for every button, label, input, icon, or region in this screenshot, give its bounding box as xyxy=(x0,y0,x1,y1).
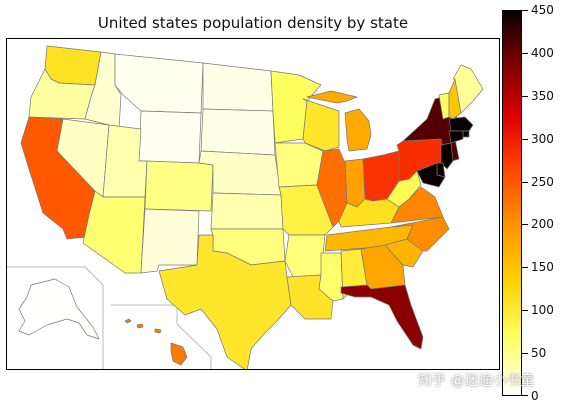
state-florida xyxy=(340,284,424,350)
state-arkansas xyxy=(284,234,326,278)
hawaii-inset-line xyxy=(111,304,212,369)
state-new-jersey xyxy=(440,142,454,170)
colorbar-tick-label: 150 xyxy=(531,260,554,274)
colorbar-tick xyxy=(522,182,528,183)
colorbar-tick-label: 100 xyxy=(531,303,554,317)
state-washington xyxy=(44,45,102,86)
colorbar-tick xyxy=(522,395,528,396)
state-south-dakota xyxy=(200,108,276,156)
colorbar-tick-label: 350 xyxy=(531,89,554,103)
state-michigan xyxy=(306,90,372,152)
state-utah xyxy=(102,124,148,198)
state-colorado xyxy=(144,160,214,212)
colorbar-tick xyxy=(522,96,528,97)
state-connecticut xyxy=(448,130,464,144)
colorbar-tick xyxy=(522,224,528,225)
colorbar-tick-label: 400 xyxy=(531,46,554,60)
state-alaska xyxy=(18,278,100,340)
state-wyoming xyxy=(138,110,202,164)
alaska-inset-line xyxy=(7,266,104,369)
colorbar-tick xyxy=(522,53,528,54)
state-new-mexico xyxy=(140,208,200,274)
colorbar-tick xyxy=(522,10,528,11)
colorbar-tick xyxy=(522,139,528,140)
state-massachusetts xyxy=(448,116,474,132)
state-north-carolina xyxy=(390,216,450,252)
state-iowa xyxy=(274,142,324,188)
inset-boundary-lines xyxy=(7,266,212,369)
state-hawaii xyxy=(124,318,188,366)
map-title: United states population density by stat… xyxy=(97,14,409,32)
state-new-hampshire xyxy=(448,78,462,120)
state-wisconsin xyxy=(302,98,340,152)
colorbar-tick-label: 450 xyxy=(531,3,554,17)
colorbar-tick-label: 300 xyxy=(531,132,554,146)
state-rhode-island xyxy=(462,130,470,138)
colorbar-tick xyxy=(522,267,528,268)
colorbar xyxy=(502,10,522,396)
state-kentucky xyxy=(338,198,400,228)
state-kansas xyxy=(210,192,284,230)
state-indiana xyxy=(344,158,366,208)
us-map xyxy=(7,45,484,369)
colorbar-tick xyxy=(522,353,528,354)
state-maine xyxy=(452,64,484,114)
state-montana xyxy=(114,53,204,114)
state-texas xyxy=(158,234,292,369)
state-north-dakota xyxy=(202,62,274,112)
colorbar-tick xyxy=(522,310,528,311)
map-frame xyxy=(6,38,500,370)
state-maryland xyxy=(416,162,446,188)
colorbar-tick-label: 200 xyxy=(531,217,554,231)
state-arizona xyxy=(82,190,146,274)
colorbar-tick-label: 250 xyxy=(531,175,554,189)
state-south-carolina xyxy=(384,238,424,268)
watermark: 知乎 @迷途小书童 xyxy=(418,373,535,389)
colorbar-tick-label: 50 xyxy=(531,346,547,360)
colorbar-tick-label: 0 xyxy=(531,389,539,403)
